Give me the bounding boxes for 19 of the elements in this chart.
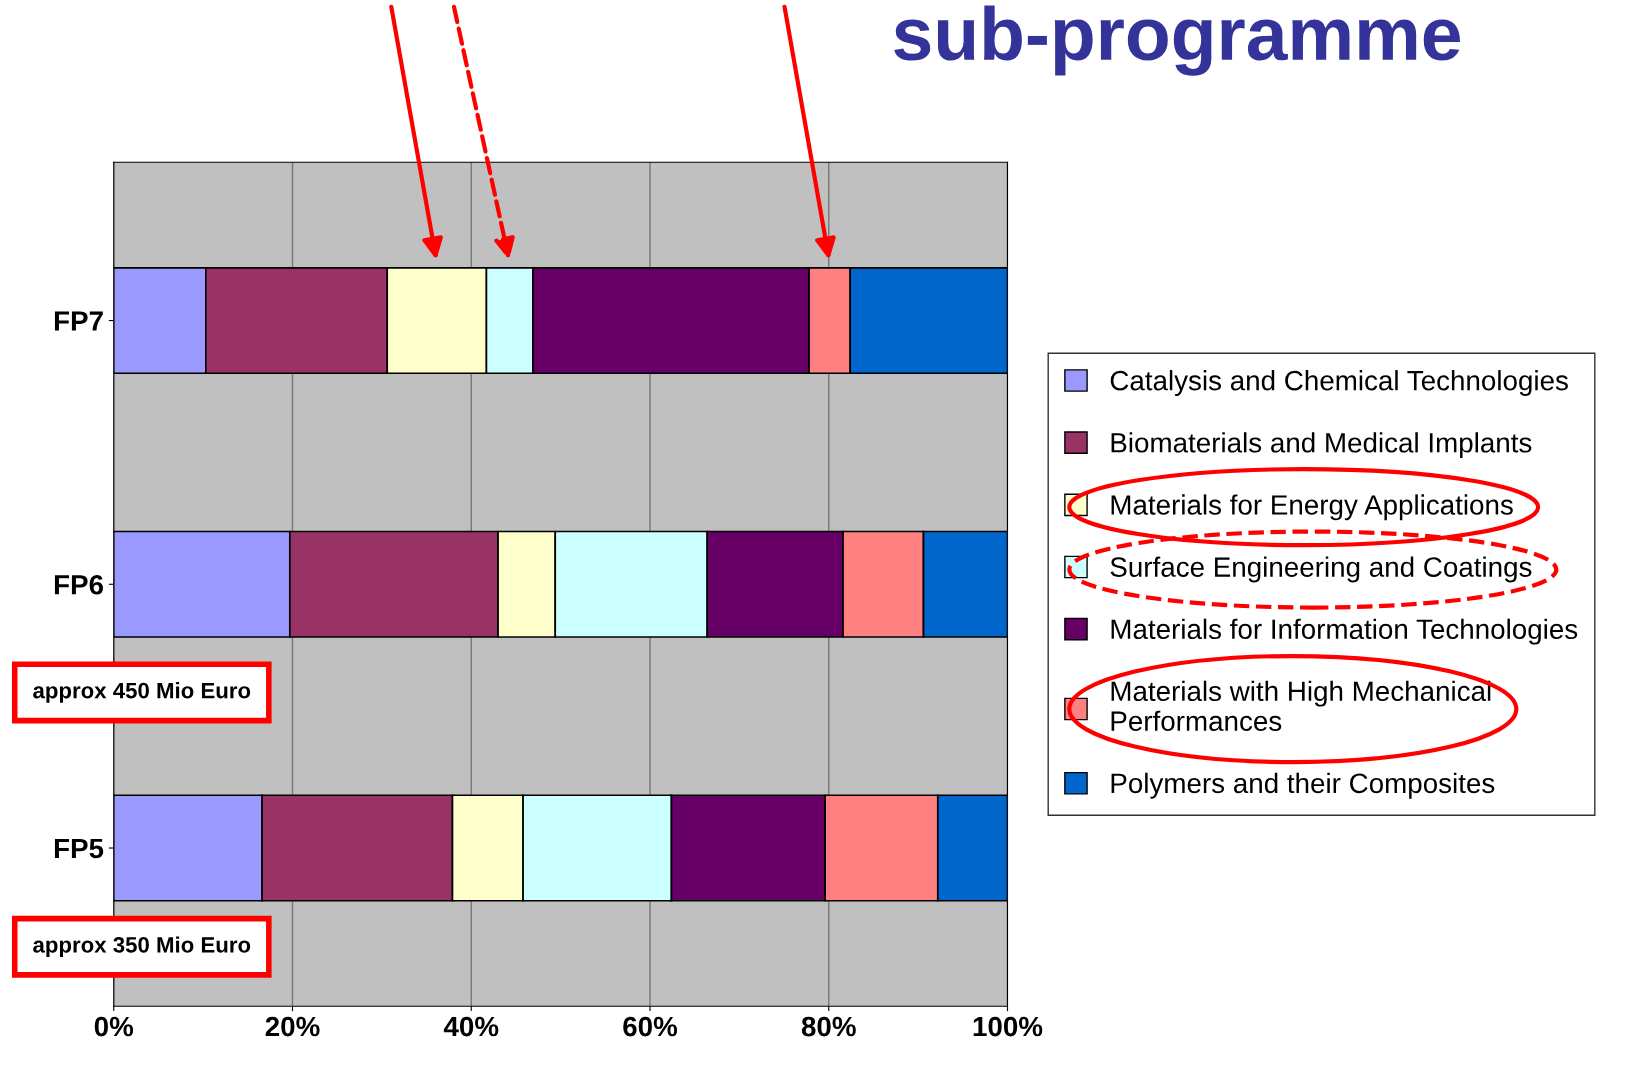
x-tick-label: 60%: [623, 1016, 678, 1037]
x-tick-label: 40%: [443, 1016, 499, 1037]
legend-label: Materials with High Mechanical Performances: [1111, 680, 1491, 731]
legend-label: Materials for Energy Applications: [1111, 494, 1513, 521]
x-tick-label: 0%: [94, 1016, 134, 1037]
y-tick-label: FP5: [54, 838, 104, 859]
annotation: approx 450 Mio Euro: [33, 682, 251, 703]
x-tick-label: 100%: [973, 1016, 1043, 1037]
legend-label: Materials for Information Technologies: [1111, 618, 1578, 645]
legend-label: Catalysis and Chemical Technologies: [1110, 370, 1568, 396]
y-tick-label: FP6: [54, 574, 104, 595]
legend-label: Surface Engineering and Coatings: [1110, 556, 1532, 583]
y-tick-label: FP7: [54, 311, 103, 331]
legend-label: Polymers and their Composites: [1111, 772, 1495, 799]
legend-label: Biomaterials and Medical Implants: [1111, 432, 1532, 459]
x-tick-label: 20%: [265, 1016, 320, 1037]
text: sub-programme: [894, 5, 1460, 76]
annotation: approx 350 Mio Euro: [33, 936, 251, 958]
x-tick-label: 80%: [801, 1016, 856, 1037]
